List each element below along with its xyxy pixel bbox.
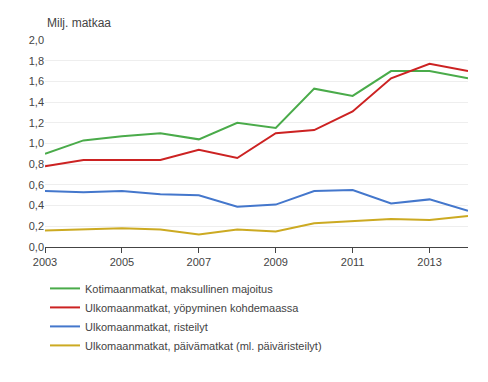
svg-text:1,0: 1,0 [29, 137, 44, 149]
svg-text:Kotimaanmatkat, maksullinen ma: Kotimaanmatkat, maksullinen majoitus [85, 283, 273, 295]
svg-text:2,0: 2,0 [29, 34, 44, 46]
svg-text:Ulkomaanmatkat, päivämatkat (m: Ulkomaanmatkat, päivämatkat (ml. päiväri… [85, 340, 322, 352]
svg-text:Ulkomaanmatkat, yöpyminen kohd: Ulkomaanmatkat, yöpyminen kohdemaassa [85, 302, 299, 314]
svg-text:2003: 2003 [33, 256, 57, 268]
svg-text:2005: 2005 [110, 256, 134, 268]
svg-text:Ulkomaanmatkat, risteilyt: Ulkomaanmatkat, risteilyt [85, 321, 208, 333]
svg-text:Milj. matkaa: Milj. matkaa [47, 16, 111, 30]
svg-text:2007: 2007 [187, 256, 211, 268]
svg-text:1,2: 1,2 [29, 117, 44, 129]
svg-text:0,6: 0,6 [29, 179, 44, 191]
svg-text:0,0: 0,0 [29, 241, 44, 253]
svg-text:2009: 2009 [263, 256, 287, 268]
svg-text:0,8: 0,8 [29, 158, 44, 170]
svg-text:2011: 2011 [341, 256, 365, 268]
svg-text:1,4: 1,4 [29, 96, 44, 108]
svg-text:0,4: 0,4 [29, 199, 44, 211]
svg-text:2013: 2013 [417, 256, 441, 268]
svg-text:1,6: 1,6 [29, 75, 44, 87]
svg-text:0,2: 0,2 [29, 220, 44, 232]
svg-text:1,8: 1,8 [29, 55, 44, 67]
